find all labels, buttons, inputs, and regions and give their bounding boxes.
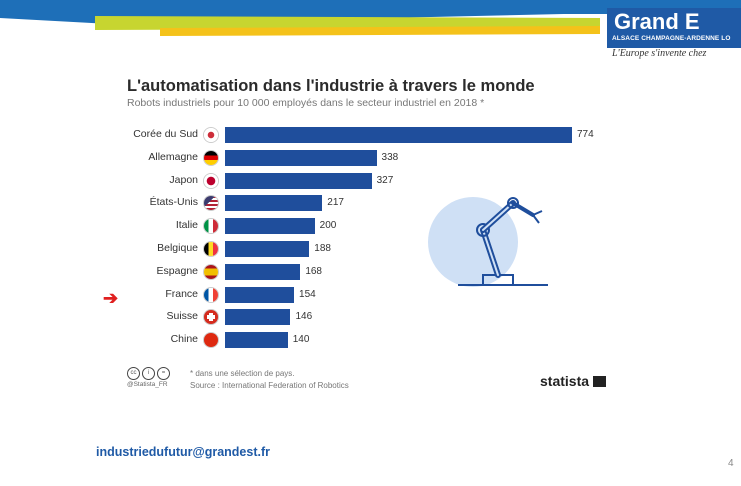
chart-title: L'automatisation dans l'industrie à trav… (127, 77, 535, 95)
value-label-belgique: 188 (314, 243, 331, 254)
category-label-france: France (165, 287, 198, 300)
no-derivatives-icon: = (157, 367, 170, 380)
chart-panel (117, 67, 614, 395)
value-label-japon: 327 (376, 174, 394, 186)
statista-brand-text: statista (540, 373, 590, 389)
logo-region-text: ALSACE CHAMPAGNE-ARDENNE LO (612, 35, 731, 42)
logo-tagline: L'Europe s'invente chez (612, 48, 707, 59)
category-label-chine: Chine (170, 333, 198, 346)
category-label-suisse: Suisse (166, 310, 198, 323)
flag-icon-france (204, 287, 218, 302)
attribution-icon: i (142, 367, 155, 380)
bar-espagne (225, 263, 301, 280)
value-label-suisse: 146 (295, 311, 313, 323)
bar-suisse (225, 309, 291, 326)
value-label-italie: 200 (319, 220, 337, 232)
value-label-etats-unis: 217 (327, 197, 344, 209)
value-label-allemagne: 338 (381, 151, 399, 163)
bar-etats-unis (225, 195, 323, 212)
statista-handle: @Statista_FR (127, 381, 168, 388)
value-label-france: 154 (299, 288, 316, 300)
category-label-allemagne: Allemagne (148, 150, 198, 163)
chart-source: Source : International Federation of Rob… (190, 381, 349, 390)
bar-italie (225, 218, 315, 235)
value-label-espagne: 168 (305, 265, 322, 277)
statista-logo: statista (540, 373, 606, 389)
bar-japon (225, 172, 372, 189)
flag-icon-belgique (204, 242, 218, 256)
flag-icon-chine (204, 333, 218, 348)
page-number: 4 (728, 458, 734, 469)
category-label-japon: Japon (169, 173, 198, 186)
flag-icon-suisse (204, 310, 218, 325)
category-label-coree-du-sud: Corée du Sud (133, 128, 198, 140)
bar-coree-du-sud (225, 127, 572, 143)
cc-icon: cc (127, 367, 140, 380)
value-label-chine: 140 (292, 334, 310, 346)
flag-icon-espagne (204, 264, 218, 279)
grand-est-logo: Grand E (614, 9, 700, 34)
bar-france (225, 286, 295, 303)
value-label-coree-du-sud: 774 (577, 129, 594, 140)
flag-icon-italie (204, 219, 218, 234)
license-icons: cc i = (127, 366, 172, 380)
chart-note: * dans une sélection de pays. (190, 369, 295, 378)
contact-email[interactable]: industriedufutur@grandest.fr (96, 445, 270, 459)
bar-chine (225, 332, 288, 349)
flag-icon-etats-unis (204, 196, 218, 211)
bar-belgique (225, 241, 310, 257)
flag-icon-coree-du-sud (204, 128, 218, 142)
flag-icon-allemagne (204, 150, 218, 165)
category-label-espagne: Espagne (156, 264, 198, 277)
header-band (0, 0, 741, 36)
bar-allemagne (225, 149, 377, 166)
chart-subtitle: Robots industriels pour 10 000 employés … (127, 97, 485, 109)
category-label-belgique: Belgique (157, 242, 198, 254)
flag-icon-japon (204, 173, 218, 188)
highlight-arrow-icon: ➔ (103, 288, 119, 308)
statista-logo-icon (592, 376, 606, 387)
robot-arm-illustration (428, 197, 548, 287)
logo-background (607, 8, 741, 48)
category-label-etats-unis: États-Unis (149, 196, 198, 209)
category-label-italie: Italie (175, 219, 198, 232)
